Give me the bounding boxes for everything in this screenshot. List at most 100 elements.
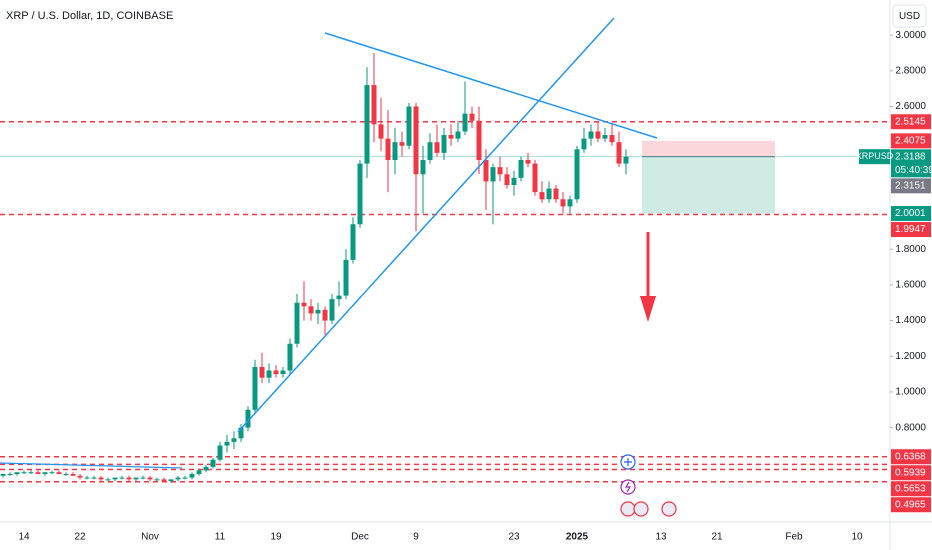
symbol-title: XRP / U.S. Dollar, 1D, COINBASE: [6, 10, 173, 22]
candle-body: [252, 366, 258, 410]
candle-body: [0, 474, 6, 476]
candle-body: [49, 472, 55, 474]
candle-body: [511, 177, 517, 186]
candle-body: [70, 474, 76, 476]
price-label: 0.6368: [895, 451, 926, 462]
price-label-bg: [891, 178, 931, 194]
candle-body: [91, 477, 97, 479]
candle-body: [238, 427, 244, 439]
candle-body: [196, 470, 202, 475]
price-label-bg: [891, 114, 931, 130]
candle-body: [203, 466, 209, 471]
x-tick-label: 9: [413, 532, 419, 543]
candle-body: [224, 441, 230, 446]
price-label-bg: [891, 481, 931, 497]
price-label: 0.4965: [895, 499, 926, 510]
candle-body: [574, 149, 580, 200]
countdown-label: 05:40:39: [895, 165, 932, 176]
y-tick-label: 1.0000: [895, 387, 926, 398]
candle-body: [14, 472, 20, 475]
target-zone: [642, 156, 775, 214]
symbol-tag-bg: [859, 149, 890, 165]
candle-body: [266, 370, 272, 378]
candle-body: [147, 477, 153, 480]
candle-body: [84, 477, 90, 479]
candle-body: [567, 199, 573, 207]
event-icon[interactable]: [620, 501, 636, 517]
symbol-tag: XRPUSD: [856, 151, 894, 161]
price-label: 2.0001: [895, 208, 926, 219]
candle-body: [560, 199, 566, 207]
candle-body: [161, 479, 167, 482]
candle-body: [434, 142, 440, 153]
trend-line: [237, 17, 615, 433]
candle-body: [182, 477, 188, 479]
candle-body: [399, 142, 405, 146]
candle-body: [623, 156, 629, 164]
candle-body: [462, 113, 468, 132]
down-arrow: [640, 232, 656, 322]
x-tick-label: 19: [270, 532, 282, 543]
candle-body: [455, 131, 461, 139]
candle-body: [448, 135, 454, 139]
candle-body: [357, 163, 363, 225]
x-tick-label: Feb: [785, 532, 803, 543]
x-tick-label: 10: [851, 532, 863, 543]
candle-body: [350, 224, 356, 260]
candle-body: [245, 409, 251, 428]
candle-body: [217, 445, 223, 460]
candle-body: [105, 479, 111, 481]
candle-body: [364, 85, 370, 164]
price-label-bg: [891, 497, 931, 513]
candle-body: [175, 477, 181, 480]
candle-body: [427, 142, 433, 161]
candle-body: [616, 142, 622, 164]
candle-body: [504, 174, 510, 186]
candle-body: [322, 309, 328, 321]
y-tick-label: 1.4000: [895, 315, 926, 326]
x-tick-label: Dec: [351, 532, 369, 543]
candle-body: [168, 479, 174, 482]
candle-body: [63, 474, 69, 476]
candle-body: [315, 309, 321, 314]
event-icon[interactable]: [661, 501, 677, 517]
currency-label: USD: [899, 11, 920, 22]
candle-body: [231, 438, 237, 442]
candle-body: [301, 302, 307, 307]
y-tick-label: 1.8000: [895, 244, 926, 255]
price-label-bg: [891, 465, 931, 481]
y-tick-label: 2.8000: [895, 65, 926, 76]
y-tick-label: 0.8000: [895, 422, 926, 433]
candle-body: [546, 188, 552, 200]
candle-body: [483, 160, 489, 182]
candle-body: [539, 192, 545, 200]
candle-body: [42, 472, 48, 475]
candle-body: [581, 138, 587, 150]
stop-zone: [642, 140, 775, 157]
event-icon[interactable]: [633, 501, 649, 517]
candle-body: [588, 131, 594, 139]
candle-body: [140, 477, 146, 479]
candle-body: [21, 472, 27, 474]
candle-body: [476, 120, 482, 161]
candle-body: [259, 366, 265, 378]
candle-body: [602, 135, 608, 139]
candle-body: [385, 138, 391, 161]
currency-button[interactable]: [892, 4, 927, 28]
x-tick-label: 21: [711, 532, 723, 543]
icon-glyph: [624, 481, 632, 493]
event-icons: [620, 454, 677, 517]
candle-body: [28, 472, 34, 474]
x-tick-label: 11: [215, 532, 226, 543]
x-tick-label: 23: [508, 532, 520, 543]
candle-body: [595, 131, 601, 139]
y-tick-label: 1.6000: [895, 280, 926, 291]
candle-body: [413, 106, 419, 175]
trend-line: [0, 462, 183, 469]
plot-area: [0, 52, 890, 483]
candle-body: [525, 160, 531, 164]
price-label: 2.3151: [895, 180, 926, 191]
candle-body: [35, 472, 41, 475]
candle-body: [119, 477, 125, 479]
